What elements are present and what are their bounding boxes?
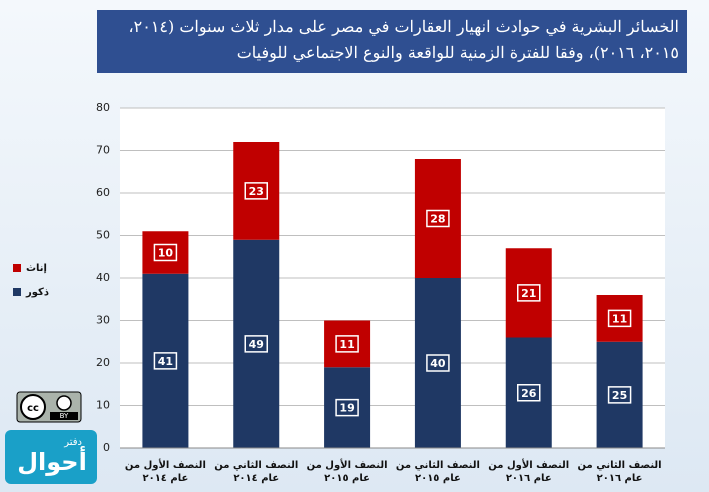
value-label: 26 (521, 387, 537, 400)
license-label: BY (60, 412, 69, 420)
chart-title: الخسائر البشرية في حوادث انهيار العقارات… (97, 10, 687, 73)
value-label: 23 (249, 185, 264, 198)
value-label-box (607, 386, 632, 404)
value-label-box (244, 182, 268, 200)
legend-label: ذكور (25, 287, 49, 298)
x-tick-label: النصف الأول من عام ٢٠١٥ (306, 460, 388, 484)
value-label-box (517, 384, 541, 402)
legend-swatch (13, 264, 21, 272)
value-label: 40 (430, 357, 446, 370)
value-label-box (153, 352, 178, 370)
value-label: 28 (430, 213, 445, 226)
y-tick-label: 70 (96, 144, 110, 157)
value-label: 11 (339, 338, 354, 351)
value-label: 21 (521, 287, 536, 300)
y-tick-label: 30 (96, 314, 110, 327)
value-label-box (426, 209, 450, 228)
brand-small: دفتر (63, 437, 82, 448)
value-label: 19 (339, 402, 354, 415)
legend-swatch (13, 288, 21, 296)
cc-badge: cc BY (16, 391, 82, 423)
y-tick-label: 40 (96, 271, 110, 284)
y-tick-label: 10 (96, 399, 110, 412)
y-tick-label: 20 (96, 356, 110, 369)
y-tick-label: 50 (96, 229, 110, 242)
brand-large: أحوال (17, 446, 87, 476)
value-label: 49 (249, 338, 264, 351)
value-label: 11 (612, 312, 627, 325)
brand-logo: دفتر أحوال (5, 430, 97, 484)
legend-label: إناث (26, 263, 47, 274)
value-label-box (244, 335, 268, 353)
value-label-box (517, 284, 541, 302)
x-tick-label: النصف الثاني من عام ٢٠١٦ (577, 460, 662, 484)
x-tick-label: النصف الثاني من عام ٢٠١٤ (214, 460, 299, 484)
x-tick-label: النصف الثاني من عام ٢٠١٥ (395, 460, 480, 484)
x-tick-label: النصف الأول من عام ٢٠١٦ (488, 460, 570, 484)
y-tick-label: 0 (103, 441, 110, 454)
value-label: 25 (612, 389, 627, 402)
value-label: 10 (158, 247, 174, 260)
x-tick-label: النصف الأول من عام ٢٠١٤ (124, 460, 206, 484)
value-label-box (153, 243, 178, 262)
value-label-box (607, 309, 632, 328)
svg-text:cc: cc (27, 403, 39, 414)
value-label-box (335, 398, 359, 417)
value-label-box (426, 354, 450, 372)
value-label: 41 (158, 355, 173, 368)
y-tick-label: 80 (96, 101, 110, 114)
y-tick-label: 60 (96, 186, 110, 199)
value-label-box (335, 335, 359, 353)
